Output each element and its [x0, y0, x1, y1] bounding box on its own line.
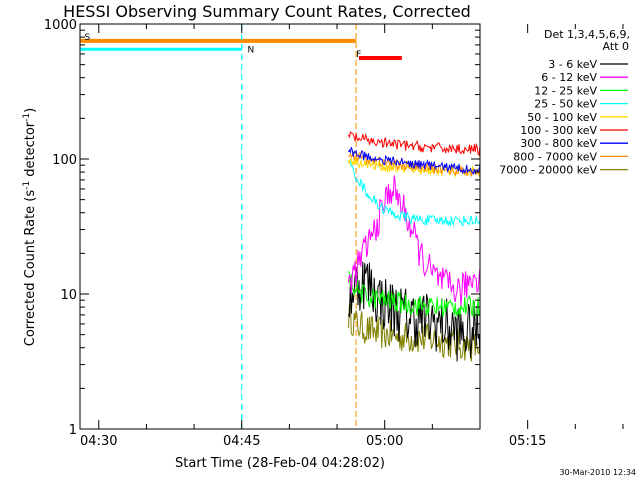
- y-tick-label: 1: [69, 423, 77, 438]
- legend-label: 50 - 100 keV: [527, 111, 597, 124]
- legend-header-line1: Det 1,3,4,5,6,9,: [544, 28, 630, 41]
- chart-title: HESSI Observing Summary Count Rates, Cor…: [63, 2, 471, 21]
- y-axis-label-mid: detector: [23, 121, 38, 181]
- y-axis-label-main: Corrected Count Rate (s: [23, 190, 38, 347]
- plot-frame: [79, 23, 481, 430]
- series-line-6: [348, 147, 480, 176]
- x-tick-label: 05:15: [509, 434, 546, 449]
- y-axis-label: Corrected Count Rate (s-1 detector-1): [22, 108, 38, 346]
- y-tick-label: 1000: [44, 18, 77, 33]
- legend-label: 300 - 800 keV: [520, 137, 597, 150]
- series-line-0: [348, 261, 480, 362]
- y-axis-label-sup2: -1: [22, 113, 32, 122]
- legend-label: 12 - 25 keV: [534, 84, 597, 97]
- x-tick-label: 04:30: [80, 434, 117, 449]
- legend-label: 6 - 12 keV: [541, 71, 597, 84]
- plot-area: SNF110100100004:3004:4505:0005:1505:3005…: [44, 18, 624, 449]
- series-line-5: [348, 130, 480, 157]
- legend-label: 25 - 50 keV: [534, 98, 597, 111]
- series-line-2: [348, 270, 480, 318]
- timestamp: 30-Mar-2010 12:34: [560, 468, 637, 477]
- legend-label: 3 - 6 keV: [548, 58, 597, 71]
- y-axis-label-end: ): [23, 108, 38, 113]
- y-tick-label: 100: [52, 153, 77, 168]
- legend-label: 7000 - 20000 keV: [499, 164, 597, 177]
- legend-header-line2: Att 0: [603, 40, 629, 53]
- x-tick-label: 05:00: [366, 434, 403, 449]
- legend-label: 800 - 7000 keV: [513, 150, 597, 163]
- legend-label: 100 - 300 keV: [520, 124, 597, 137]
- flag-label-s: S: [85, 33, 91, 43]
- series-line-3: [348, 160, 480, 228]
- series-line-7: [348, 151, 480, 177]
- x-tick-label: 04:45: [223, 434, 260, 449]
- flag-label-n: N: [247, 45, 254, 55]
- y-tick-label: 10: [60, 288, 77, 303]
- flag-label-f: F: [356, 50, 361, 60]
- y-axis-label-sup1: -1: [22, 181, 32, 190]
- series-line-1: [348, 175, 480, 306]
- series-group: S N F: [80, 24, 480, 429]
- x-axis-label: Start Time (28-Feb-04 04:28:02): [175, 456, 385, 471]
